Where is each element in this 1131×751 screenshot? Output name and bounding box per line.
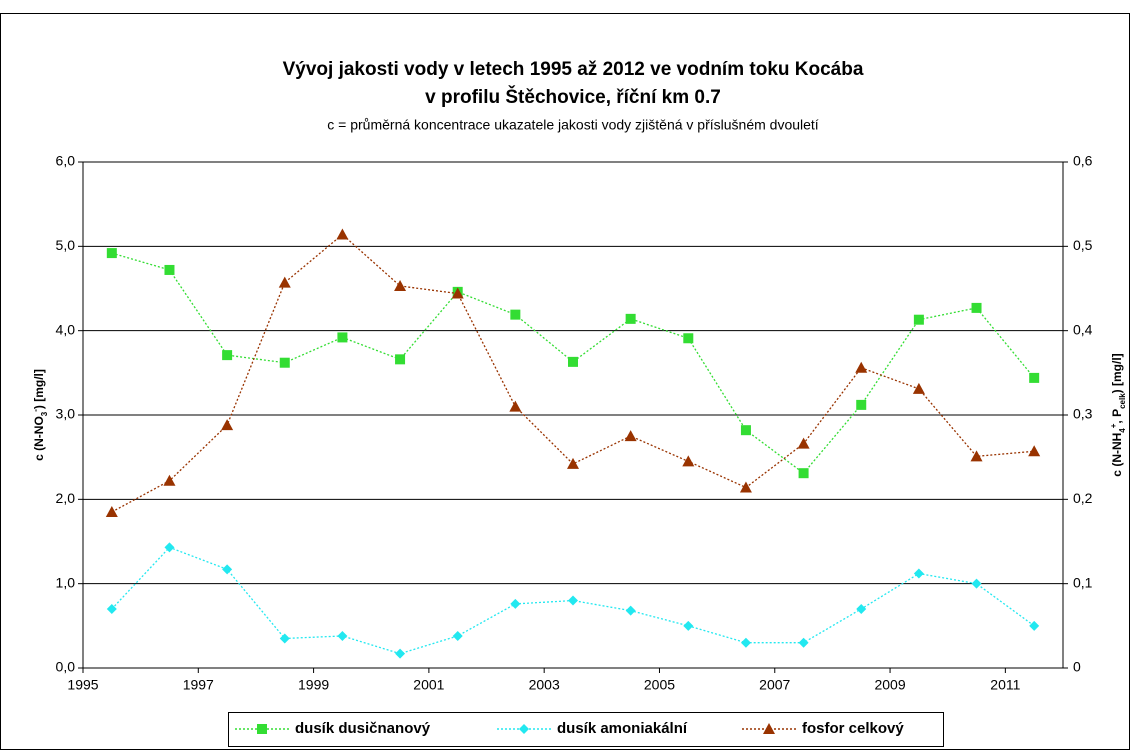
marker xyxy=(106,603,117,614)
y2-tick-label: 0,4 xyxy=(1073,321,1093,337)
y-axis-label: c (N-NO3-) [mg/l] xyxy=(31,369,49,461)
legend xyxy=(228,712,944,747)
marker xyxy=(913,314,924,325)
series-line xyxy=(111,233,1035,513)
marker xyxy=(395,354,406,365)
marker xyxy=(740,637,751,648)
y2-axis-label-part: 4 xyxy=(1118,428,1127,433)
x-tick-label: 1997 xyxy=(183,677,214,693)
x-tick-label: 2005 xyxy=(644,677,675,693)
x-tick-label: 2009 xyxy=(874,677,905,693)
marker xyxy=(913,568,924,579)
frame xyxy=(0,13,1130,750)
series-line xyxy=(111,252,1035,475)
y2-tick-label: 0 xyxy=(1073,659,1081,675)
marker xyxy=(625,605,636,616)
y-tick-label: 2,0 xyxy=(56,490,76,506)
marker xyxy=(567,457,579,469)
marker xyxy=(452,630,463,641)
marker xyxy=(164,542,175,553)
marker xyxy=(222,350,233,361)
x-tick-label: 1995 xyxy=(67,677,98,693)
marker xyxy=(279,633,290,644)
y-axis-label-part: ) [mg/l] xyxy=(32,369,46,409)
marker xyxy=(164,264,175,275)
marker xyxy=(798,468,809,479)
y2-axis-label-part: celk xyxy=(1118,393,1127,409)
legend-marker xyxy=(257,724,267,734)
marker xyxy=(798,637,809,648)
y2-tick-label: 0,5 xyxy=(1073,237,1093,253)
x-tick-label: 1999 xyxy=(298,677,329,693)
marker xyxy=(568,356,578,367)
y2-tick-label: 0,1 xyxy=(1073,574,1093,590)
marker xyxy=(683,620,694,631)
y2-axis-label-part: c (N-NH xyxy=(1110,433,1124,477)
marker xyxy=(797,437,810,449)
y-tick-label: 6,0 xyxy=(56,153,76,169)
legend-label: fosfor celkový xyxy=(802,720,904,737)
marker xyxy=(395,648,406,659)
marker xyxy=(509,400,522,412)
marker xyxy=(106,248,117,259)
marker xyxy=(337,630,348,641)
marker xyxy=(279,357,290,368)
marker xyxy=(856,399,867,410)
chart-title-line2: v profilu Štěchovice, říční km 0.7 xyxy=(425,86,721,108)
y-tick-label: 3,0 xyxy=(56,406,76,422)
marker xyxy=(1028,445,1041,457)
legend-label: dusík amoniakální xyxy=(557,720,688,737)
y2-tick-label: 0,2 xyxy=(1073,490,1093,506)
legend-marker xyxy=(763,723,775,734)
y2-tick-label: 0,6 xyxy=(1073,153,1093,169)
marker xyxy=(1029,620,1040,631)
y-tick-label: 4,0 xyxy=(56,321,76,337)
marker xyxy=(278,276,291,288)
marker xyxy=(568,595,578,606)
x-tick-label: 2011 xyxy=(990,677,1020,693)
marker xyxy=(682,455,695,467)
y-axis-label-part: 3 xyxy=(40,411,49,416)
marker xyxy=(625,313,636,324)
chart-title: Vývoj jakosti vody v letech 1995 až 2012… xyxy=(283,59,864,80)
marker xyxy=(510,598,521,609)
y-axis-label-part: - xyxy=(31,409,40,412)
marker xyxy=(971,578,982,589)
legend-marker xyxy=(519,724,529,734)
legend-label: dusík dusičnanový xyxy=(295,720,431,737)
y-tick-label: 0,0 xyxy=(56,659,76,675)
marker xyxy=(970,450,983,462)
marker xyxy=(856,603,867,614)
x-tick-label: 2007 xyxy=(759,677,790,693)
marker xyxy=(394,279,407,291)
x-tick-label: 2001 xyxy=(413,677,444,693)
marker xyxy=(740,425,751,436)
y2-axis-label-part: + xyxy=(1109,423,1118,428)
y2-tick-label: 0,3 xyxy=(1073,406,1093,422)
marker xyxy=(222,564,233,575)
marker xyxy=(1029,372,1040,383)
marker xyxy=(683,333,694,344)
marker xyxy=(912,382,925,394)
marker xyxy=(739,481,752,493)
y2-axis-label-part: , P xyxy=(1110,409,1124,424)
y-tick-label: 5,0 xyxy=(56,237,76,253)
marker xyxy=(971,302,982,313)
y-tick-label: 1,0 xyxy=(56,574,76,590)
y2-axis-label: c (N-NH4+, Pcelk) [mg/l] xyxy=(1109,353,1127,476)
marker xyxy=(451,287,464,299)
marker xyxy=(624,430,637,442)
marker xyxy=(336,228,349,240)
marker xyxy=(105,505,118,517)
marker xyxy=(855,361,868,373)
marker xyxy=(337,332,348,343)
chart-subtitle: c = průměrná koncentrace ukazatele jakos… xyxy=(327,117,819,133)
x-tick-label: 2003 xyxy=(529,677,560,693)
y-axis-label-part: c (N-NO xyxy=(32,416,46,461)
marker xyxy=(510,309,521,320)
marker xyxy=(221,419,234,431)
y2-axis-label-part: ) [mg/l] xyxy=(1110,353,1124,393)
marker xyxy=(163,474,176,486)
